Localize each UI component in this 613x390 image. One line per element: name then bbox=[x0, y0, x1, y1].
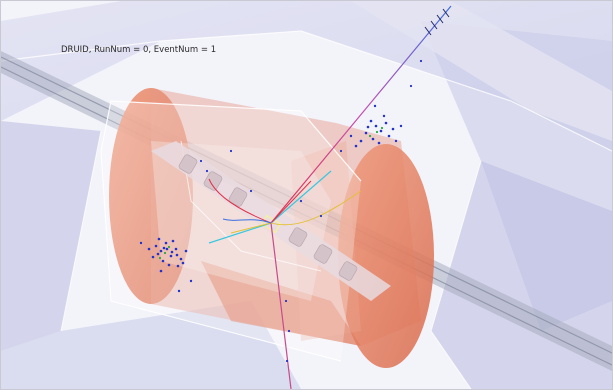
inner-tracker bbox=[151, 141, 391, 301]
hit-cluster-left bbox=[139, 237, 193, 293]
hit-scatter bbox=[199, 59, 423, 363]
event-info-caption: DRUID, RunNum = 0, EventNum = 1 bbox=[61, 45, 217, 55]
particle-tracks bbox=[208, 5, 452, 389]
hit-cluster-upper-right bbox=[349, 104, 403, 148]
